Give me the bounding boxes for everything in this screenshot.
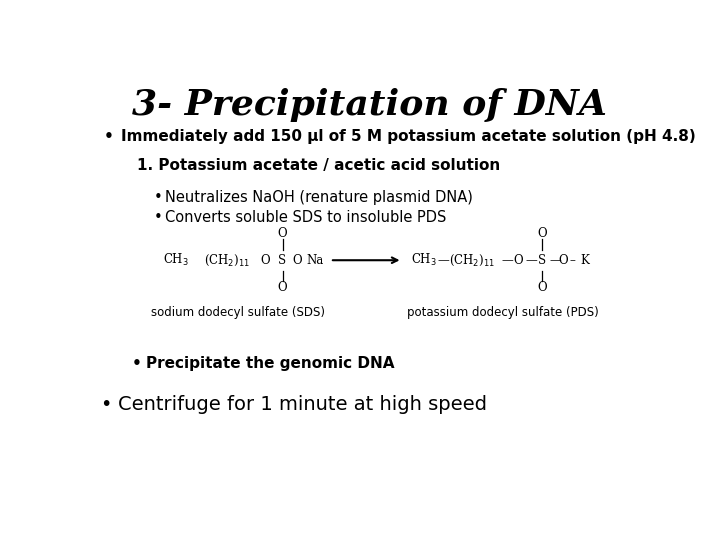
Text: (CH$_2$)$_{11}$: (CH$_2$)$_{11}$ xyxy=(449,253,495,268)
Text: CH$_3$: CH$_3$ xyxy=(163,252,189,268)
Text: (CH$_2$)$_{11}$: (CH$_2$)$_{11}$ xyxy=(204,253,251,268)
Text: —: — xyxy=(502,254,513,267)
Text: O: O xyxy=(260,254,270,267)
Text: S: S xyxy=(279,254,287,267)
Text: •: • xyxy=(132,356,142,371)
Text: 1. Potassium acetate / acetic acid solution: 1. Potassium acetate / acetic acid solut… xyxy=(138,158,500,173)
Text: •: • xyxy=(154,190,163,205)
Text: Converts soluble SDS to insoluble PDS: Converts soluble SDS to insoluble PDS xyxy=(166,210,446,225)
Text: —: — xyxy=(549,254,561,267)
Text: CH$_3$: CH$_3$ xyxy=(411,252,437,268)
Text: O: O xyxy=(537,281,546,294)
Text: Precipitate the genomic DNA: Precipitate the genomic DNA xyxy=(145,356,395,371)
Text: —: — xyxy=(526,254,537,267)
Text: O: O xyxy=(292,254,302,267)
Text: O: O xyxy=(278,281,287,294)
Text: •: • xyxy=(104,129,114,144)
Text: O: O xyxy=(559,254,568,267)
Text: –: – xyxy=(570,254,576,267)
Text: O: O xyxy=(513,254,523,267)
Text: S: S xyxy=(538,254,546,267)
Text: —: — xyxy=(438,254,449,267)
Text: •: • xyxy=(100,395,112,414)
Text: sodium dodecyl sulfate (SDS): sodium dodecyl sulfate (SDS) xyxy=(151,306,325,319)
Text: Centrifuge for 1 minute at high speed: Centrifuge for 1 minute at high speed xyxy=(118,395,487,414)
Text: O: O xyxy=(537,227,546,240)
Text: Immediately add 150 µl of 5 M potassium acetate solution (pH 4.8): Immediately add 150 µl of 5 M potassium … xyxy=(121,129,696,144)
Text: Na: Na xyxy=(307,254,324,267)
Text: O: O xyxy=(278,227,287,240)
Text: •: • xyxy=(154,210,163,225)
Text: 3- Precipitation of DNA: 3- Precipitation of DNA xyxy=(132,87,606,122)
Text: K: K xyxy=(580,254,589,267)
Text: Neutralizes NaOH (renature plasmid DNA): Neutralizes NaOH (renature plasmid DNA) xyxy=(166,190,473,205)
Text: potassium dodecyl sulfate (PDS): potassium dodecyl sulfate (PDS) xyxy=(407,306,599,319)
